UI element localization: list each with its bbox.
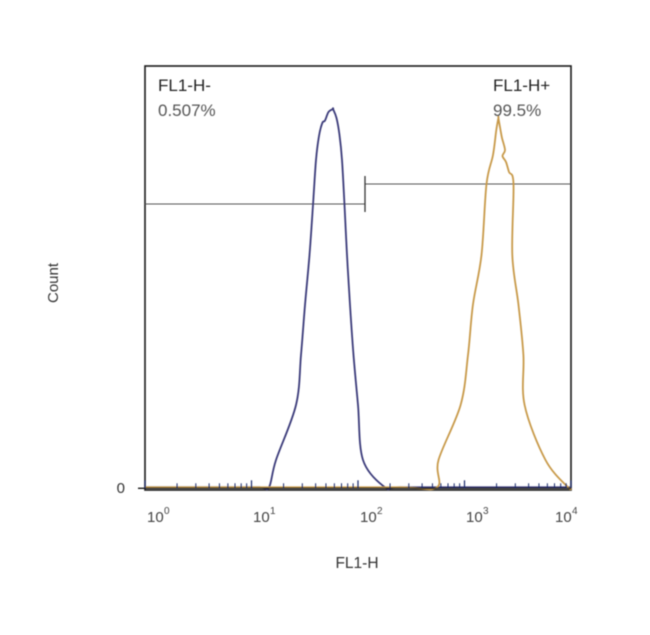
svg-text:10: 10 [147,509,164,526]
svg-text:0: 0 [117,480,125,497]
svg-text:99.5%: 99.5% [493,101,541,120]
svg-text:Count: Count [45,262,62,303]
svg-text:10: 10 [466,509,483,526]
svg-text:10: 10 [360,509,377,526]
svg-text:3: 3 [483,506,489,517]
svg-text:FL1-H-: FL1-H- [158,76,211,95]
svg-text:0: 0 [164,506,170,517]
svg-text:0.507%: 0.507% [158,101,216,120]
svg-text:4: 4 [572,506,578,517]
svg-text:1: 1 [270,506,276,517]
svg-text:FL1-H+: FL1-H+ [493,76,550,95]
svg-text:2: 2 [377,506,383,517]
svg-text:10: 10 [253,509,270,526]
svg-text:10: 10 [555,509,572,526]
svg-text:FL1-H: FL1-H [335,555,378,572]
